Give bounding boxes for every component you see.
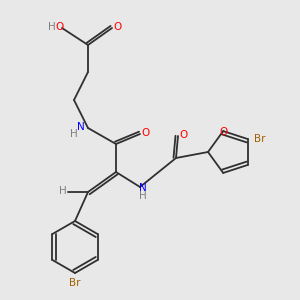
Text: H: H [59,186,67,196]
Text: H: H [48,22,56,32]
Text: O: O [219,127,227,137]
Text: O: O [180,130,188,140]
Text: H: H [70,129,78,139]
Text: O: O [142,128,150,138]
Text: Br: Br [254,134,266,144]
Text: N: N [139,183,147,193]
Text: O: O [55,22,63,32]
Text: N: N [77,122,85,132]
Text: O: O [113,22,121,32]
Text: H: H [139,191,147,201]
Text: Br: Br [69,278,81,288]
